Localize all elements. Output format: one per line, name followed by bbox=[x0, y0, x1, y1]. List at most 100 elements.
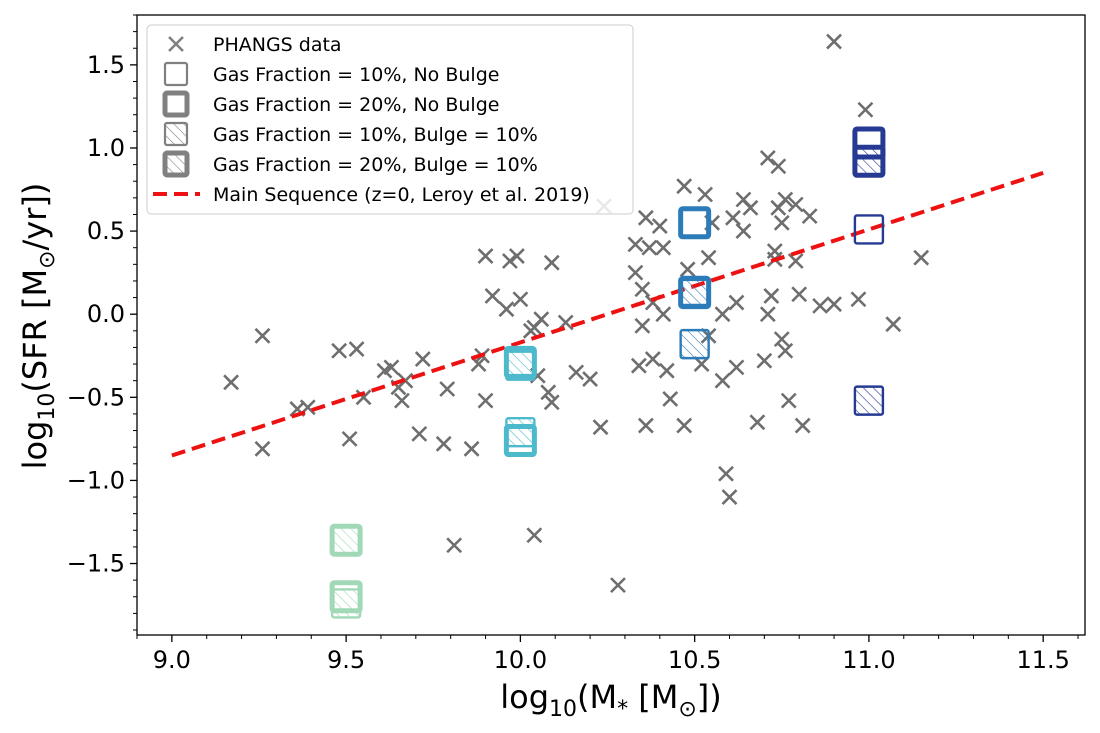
phangs-point bbox=[676, 178, 693, 195]
phangs-point bbox=[439, 381, 456, 397]
phangs-point bbox=[850, 291, 867, 308]
phangs-point bbox=[348, 341, 365, 358]
y-tick-label: −1.0 bbox=[67, 466, 125, 494]
legend-x-marker bbox=[168, 36, 184, 52]
phangs-point bbox=[759, 306, 776, 323]
phangs-point bbox=[533, 311, 550, 328]
phangs-point bbox=[857, 101, 874, 118]
legend: PHANGS data Gas Fraction = 10%, No Bulge G… bbox=[146, 24, 634, 215]
phangs-point bbox=[637, 209, 654, 226]
legend-square-marker bbox=[163, 61, 189, 87]
phangs-point bbox=[502, 253, 518, 269]
model-marker bbox=[679, 275, 710, 307]
phangs-point bbox=[355, 389, 372, 406]
phangs-point bbox=[512, 291, 529, 308]
phangs-point bbox=[721, 489, 738, 505]
phangs-point bbox=[787, 253, 804, 269]
phangs-point bbox=[484, 287, 501, 304]
phangs-point bbox=[641, 239, 658, 256]
phangs-point bbox=[383, 359, 400, 376]
phangs-point bbox=[773, 214, 790, 231]
phangs-point bbox=[714, 372, 731, 389]
legend-entry: Gas Fraction = 10%, No Bulge bbox=[163, 61, 499, 87]
plot-frame bbox=[136, 14, 1086, 636]
phangs-point bbox=[777, 342, 794, 359]
phangs-point bbox=[742, 199, 759, 216]
phangs-point bbox=[780, 392, 797, 409]
phangs-point bbox=[223, 374, 240, 391]
y-tick-label: −1.5 bbox=[67, 550, 125, 578]
phangs-point bbox=[655, 306, 672, 323]
phangs-point bbox=[801, 208, 818, 225]
phangs-point bbox=[697, 186, 714, 203]
model-marker bbox=[505, 350, 536, 381]
phangs-point bbox=[759, 150, 776, 166]
phangs-point bbox=[627, 264, 644, 281]
phangs-point bbox=[658, 362, 675, 379]
x-tick-label: 11.5 bbox=[1016, 646, 1069, 674]
phangs-point bbox=[728, 294, 745, 311]
phangs-point bbox=[700, 249, 717, 266]
phangs-point bbox=[610, 577, 626, 594]
phangs-point bbox=[885, 316, 902, 333]
x-axis-label: log10(M* [M⊙]) bbox=[500, 678, 722, 722]
phangs-point bbox=[676, 417, 693, 434]
phangs-point bbox=[651, 218, 668, 235]
phangs-point bbox=[526, 527, 543, 544]
phangs-point bbox=[634, 281, 651, 298]
legend-square-marker bbox=[162, 90, 190, 118]
x-tick-label: 10.0 bbox=[494, 646, 547, 674]
phangs-point bbox=[728, 359, 745, 376]
model-marker bbox=[853, 385, 885, 416]
phangs-point bbox=[791, 286, 808, 303]
phangs-point bbox=[826, 296, 842, 313]
model-marker bbox=[679, 328, 710, 360]
x-axis: 9.0 9.5 10.0 10.5 11.0 11.5 bbox=[136, 635, 1079, 674]
phangs-point bbox=[508, 248, 525, 264]
phangs-point bbox=[331, 342, 348, 359]
phangs-point bbox=[254, 440, 271, 457]
model-marker bbox=[330, 588, 362, 619]
phangs-point bbox=[718, 465, 734, 482]
x-tick-label: 10.5 bbox=[668, 646, 721, 674]
phangs-point bbox=[393, 392, 410, 409]
phangs-point bbox=[794, 417, 811, 434]
phangs-point bbox=[756, 352, 773, 369]
phangs-point bbox=[435, 435, 452, 452]
phangs-point bbox=[414, 351, 431, 367]
phangs-point bbox=[498, 301, 515, 318]
y-axis-label: log10(SFR [M⊙/yr]) bbox=[16, 183, 60, 470]
phangs-point bbox=[812, 297, 829, 314]
phangs-point bbox=[749, 414, 766, 431]
legend-square-marker bbox=[162, 150, 190, 178]
x-tick-label: 9.0 bbox=[153, 646, 191, 674]
phangs-point bbox=[543, 394, 560, 411]
phangs-point bbox=[592, 419, 609, 436]
phangs-point bbox=[763, 287, 780, 304]
phangs-point bbox=[679, 261, 696, 278]
phangs-point bbox=[644, 351, 661, 367]
legend-entry: Gas Fraction = 20%, No Bulge bbox=[162, 90, 499, 118]
phangs-point bbox=[254, 327, 271, 344]
legend-label: Gas Fraction = 10%, No Bulge bbox=[213, 64, 499, 86]
phangs-point bbox=[411, 425, 428, 442]
phangs-point bbox=[787, 196, 804, 213]
y-tick-label: 1.0 bbox=[87, 134, 125, 162]
legend-entry: Gas Fraction = 10%, Bulge = 10% bbox=[163, 121, 538, 147]
phangs-point bbox=[826, 33, 842, 50]
phangs-point bbox=[477, 392, 494, 409]
phangs-point bbox=[477, 248, 494, 264]
legend-label: Gas Fraction = 10%, Bulge = 10% bbox=[213, 124, 538, 146]
legend-entry: PHANGS data bbox=[168, 34, 342, 56]
y-tick-label: 0.5 bbox=[87, 217, 125, 245]
legend-label: PHANGS data bbox=[213, 34, 342, 56]
model-marker bbox=[678, 206, 712, 240]
phangs-point bbox=[627, 236, 644, 253]
legend-label: Gas Fraction = 20%, No Bulge bbox=[213, 94, 499, 116]
phangs-point bbox=[543, 254, 560, 271]
phangs-point bbox=[773, 331, 790, 348]
phangs-point bbox=[341, 430, 358, 447]
legend-entry: Gas Fraction = 20%, Bulge = 10% bbox=[162, 150, 538, 178]
phangs-point bbox=[446, 537, 463, 554]
